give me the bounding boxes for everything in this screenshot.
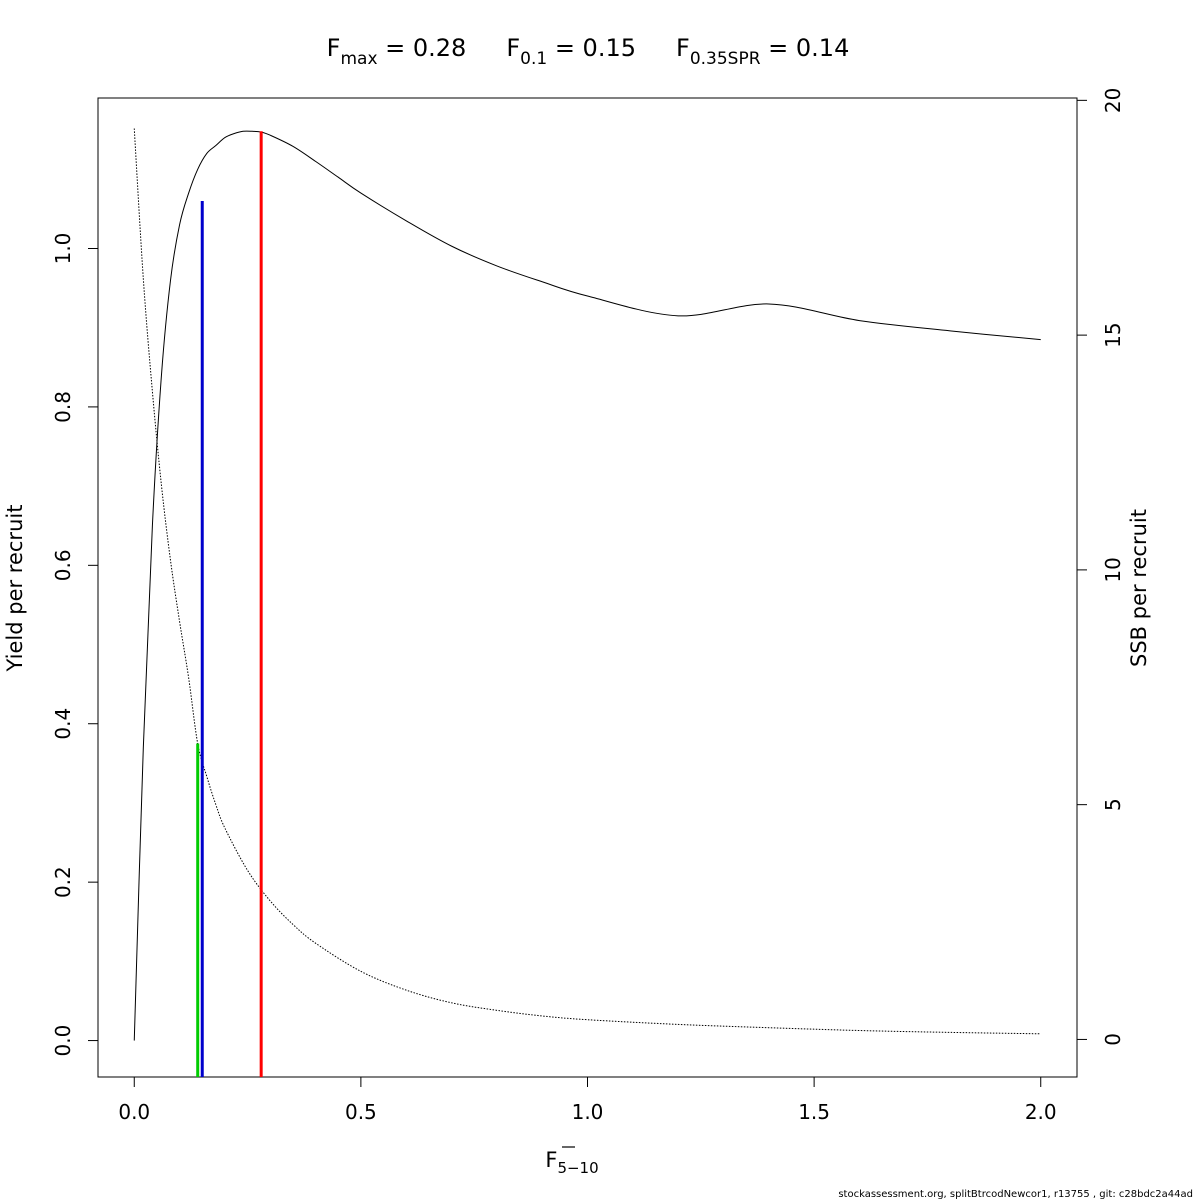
x-tick-label: 2.0 — [1025, 1100, 1057, 1124]
y2-tick-label: 0 — [1101, 1033, 1125, 1046]
series-layer — [133, 128, 1041, 1041]
yield-per-recruit-line — [133, 130, 1041, 1041]
f01-value: = 0.15 — [547, 34, 636, 62]
reference-lines — [196, 131, 263, 1077]
x-tick-label: 1.0 — [572, 1100, 604, 1124]
fspr-label: F — [676, 34, 690, 62]
y-axis-left: 0.0 0.2 0.4 0.6 0.8 1.0 — [51, 233, 98, 1057]
ssb-per-recruit-line — [133, 128, 1041, 1035]
fmax-sub: max — [340, 49, 377, 69]
y-tick-label: 0.4 — [51, 708, 75, 740]
y2-tick-label: 15 — [1101, 322, 1125, 347]
footer-note: stockassessment.org, splitBtrcodNewcor1,… — [838, 1189, 1193, 1200]
y-tick-label: 0.6 — [51, 549, 75, 581]
y-tick-label: 0.0 — [51, 1025, 75, 1057]
x-axis-title-base: F — [545, 1148, 557, 1172]
f01-label: F — [506, 34, 520, 62]
plot-frame — [97, 97, 1078, 1078]
fspr-sub: 0.35SPR — [690, 49, 761, 69]
f01-sub: 0.1 — [520, 49, 547, 69]
y2-tick-label: 20 — [1101, 88, 1125, 113]
y-axis-title: Yield per recruit — [3, 505, 27, 673]
x-axis-title-sub: 5−10 — [557, 1159, 598, 1177]
fspr-value: = 0.14 — [761, 34, 850, 62]
y2-tick-label: 5 — [1101, 798, 1125, 811]
y2-tick-label: 10 — [1101, 557, 1125, 582]
y2-axis-title: SSB per recruit — [1127, 509, 1151, 667]
y-tick-label: 0.2 — [51, 866, 75, 898]
chart-title: Fmax = 0.28 F0.1 = 0.15 F0.35SPR = 0.14 — [327, 34, 850, 69]
y-tick-label: 1.0 — [51, 233, 75, 265]
x-tick-label: 1.5 — [798, 1100, 830, 1124]
x-axis-title: F5−10 — [545, 1148, 598, 1177]
fmax-value: = 0.28 — [378, 34, 467, 62]
y-tick-label: 0.8 — [51, 391, 75, 423]
x-tick-label: 0.0 — [118, 1100, 150, 1124]
x-tick-label: 0.5 — [345, 1100, 377, 1124]
fmax-label: F — [327, 34, 341, 62]
x-axis: 0.0 0.5 1.0 1.5 2.0 — [118, 1076, 1057, 1124]
y-axis-right: 0 5 10 15 20 — [1077, 88, 1125, 1046]
